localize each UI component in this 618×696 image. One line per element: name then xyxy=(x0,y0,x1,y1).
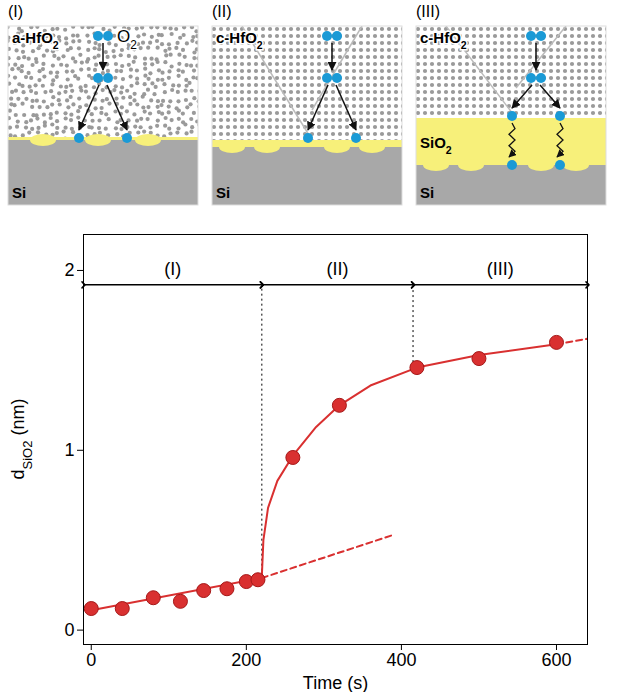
svg-text:dSiO2 (nm): dSiO2 (nm) xyxy=(8,399,35,480)
svg-text:2: 2 xyxy=(64,260,74,280)
svg-text:(II): (II) xyxy=(212,3,232,20)
svg-text:SiO2: SiO2 xyxy=(420,134,452,156)
svg-text:0: 0 xyxy=(64,620,74,640)
svg-text:Si: Si xyxy=(216,184,230,201)
svg-text:(III): (III) xyxy=(416,3,440,20)
svg-text:(II): (II) xyxy=(326,259,348,279)
svg-text:400: 400 xyxy=(386,650,416,670)
svg-text:(I): (I) xyxy=(8,3,23,20)
svg-text:Si: Si xyxy=(12,184,26,201)
svg-text:Si: Si xyxy=(420,184,434,201)
svg-text:1: 1 xyxy=(64,440,74,460)
svg-text:c-HfO2: c-HfO2 xyxy=(420,29,467,51)
svg-text:c-HfO2: c-HfO2 xyxy=(216,29,263,51)
svg-text:0: 0 xyxy=(86,650,96,670)
svg-text:600: 600 xyxy=(541,650,571,670)
svg-text:O2: O2 xyxy=(117,27,137,52)
svg-text:(III): (III) xyxy=(487,259,514,279)
svg-text:Time (s): Time (s) xyxy=(303,673,368,693)
svg-text:200: 200 xyxy=(231,650,261,670)
svg-text:a-HfO2: a-HfO2 xyxy=(12,29,59,51)
svg-text:(I): (I) xyxy=(164,259,181,279)
